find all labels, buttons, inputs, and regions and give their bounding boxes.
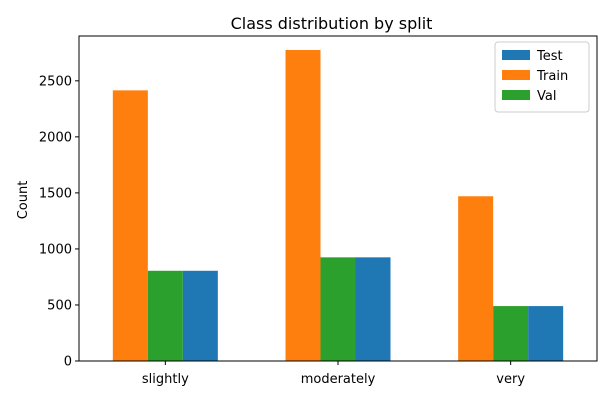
plot-area: slightly moderately very 0 500 1000 1500 2000 25… [39, 35, 598, 387]
y-tick-label-0: 0 [64, 355, 72, 370]
bar-val-moderately [320, 257, 356, 361]
legend-label-train: Train [536, 69, 568, 84]
x-tick-label-moderately: moderately [301, 372, 376, 387]
bar-train-slightly [112, 90, 148, 361]
legend-label-val: Val [537, 89, 556, 104]
y-tick-label-1500: 1500 [39, 186, 72, 201]
bar-test-moderately [355, 257, 391, 361]
legend: Test Train Val [494, 41, 590, 113]
y-axis-label: Count [16, 181, 31, 220]
legend-label-test: Test [536, 49, 563, 64]
y-tick-label-1000: 1000 [39, 242, 72, 257]
x-tick-label-slightly: slightly [142, 372, 189, 387]
legend-swatch-train [502, 70, 530, 80]
x-tick-label-very: very [496, 372, 525, 387]
legend-swatch-val [502, 90, 530, 100]
y-tick-label-2500: 2500 [39, 74, 72, 89]
bar-test-slightly [182, 270, 218, 361]
bar-train-very [458, 196, 494, 361]
bar-val-slightly [147, 270, 183, 361]
bar-test-very [528, 306, 564, 361]
axes-frame [78, 35, 598, 362]
bar-train-moderately [285, 50, 321, 361]
y-tick-label-500: 500 [47, 298, 72, 313]
y-tick-label-2000: 2000 [39, 130, 72, 145]
bar-val-very [493, 306, 529, 361]
chart-title: Class distribution by split [231, 14, 433, 33]
legend-swatch-test [502, 50, 530, 60]
